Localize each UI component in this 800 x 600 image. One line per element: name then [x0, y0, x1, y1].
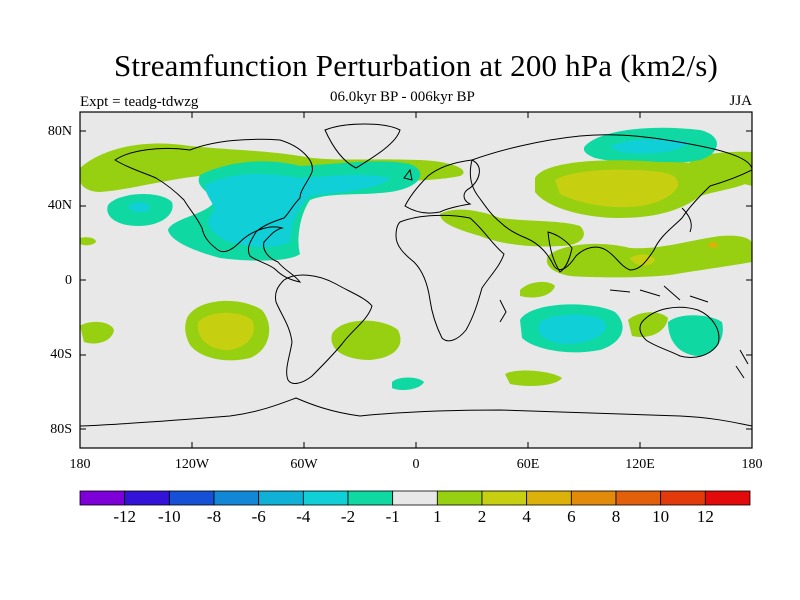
colorbar-label: 4	[522, 507, 531, 526]
lon-label-60w: 60W	[290, 457, 318, 472]
coastline-madagascar	[499, 299, 507, 323]
contour-neg-north-america-core	[205, 174, 390, 248]
colorbar-label: -12	[113, 507, 136, 526]
lon-label-60e: 60E	[516, 457, 540, 472]
colorbar-box	[302, 490, 349, 506]
colorbar-box	[347, 490, 394, 506]
coastline-asia	[469, 134, 752, 271]
colorbar-label: 1	[433, 507, 442, 526]
colorbar-label: -8	[206, 507, 222, 526]
lon-label-120w: 120W	[174, 457, 210, 472]
coastline-uk	[403, 168, 413, 181]
coastline-australia	[639, 306, 720, 358]
lon-label-180e: 180	[741, 457, 763, 472]
colorbar-label: -10	[157, 507, 181, 526]
contour-neg-east-australia	[668, 315, 723, 356]
colorbar-box	[392, 490, 438, 506]
colorbar-label: -1	[385, 507, 400, 526]
colorbar-box	[213, 490, 260, 506]
coastline-europe	[404, 159, 480, 214]
coastline-japan	[681, 207, 692, 233]
coastline-new-zealand	[735, 349, 749, 379]
lat-label-40s: 40S	[50, 347, 72, 362]
lat-label-40n: 40N	[47, 198, 72, 213]
map-ticks	[80, 112, 752, 448]
colorbar-box	[526, 490, 572, 506]
contour-neg-central-pacific-core	[128, 202, 150, 213]
colorbar-box	[168, 490, 215, 506]
lat-label-eq: 0	[65, 273, 72, 288]
colorbar-box	[79, 490, 126, 506]
colorbar-box	[570, 490, 617, 506]
colorbar-label: 8	[611, 507, 621, 526]
contour-neg-southern-ocean	[392, 377, 424, 390]
colorbar-label: 2	[477, 507, 487, 526]
colorbar-label: 6	[567, 507, 576, 526]
coastlines	[80, 123, 752, 427]
contour-pos-south-pacific-core	[197, 312, 254, 350]
coastline-indonesia	[609, 285, 709, 303]
season-label: JJA	[729, 93, 752, 109]
colorbar-box	[660, 490, 706, 506]
coastline-india	[547, 231, 573, 273]
colorbar	[79, 490, 751, 506]
contour-pos-middle-east	[440, 209, 584, 247]
colorbar-box	[704, 490, 751, 506]
colorbar-label: -4	[296, 507, 311, 526]
contour-pos-west-pacific-core2	[708, 242, 718, 248]
coastline-greenland	[324, 123, 401, 169]
coastline-north-america	[114, 138, 313, 283]
contour-neg-south-indian-core	[538, 314, 606, 344]
colorbar-box	[124, 490, 170, 506]
lat-label-80n: 80N	[47, 124, 72, 139]
coastline-africa	[395, 214, 505, 342]
plot-subtitle: 06.0kyr BP - 006kyr BP	[330, 89, 475, 105]
colorbar-box	[481, 490, 528, 506]
coastline-antarctica	[80, 397, 752, 427]
contour-pos-dateline-south	[80, 321, 114, 344]
coastline-south-america	[275, 274, 373, 384]
colorbar-label: -6	[251, 507, 266, 526]
lon-label-120e: 120E	[625, 457, 655, 472]
contour-pos-southern-ocean	[505, 370, 562, 386]
colorbar-box	[258, 490, 304, 506]
contour-neg-siberia-arctic-core	[610, 138, 690, 154]
experiment-label: Expt = teadg-tdwzg	[80, 94, 199, 110]
plot-title: Streamfunction Perturbation at 200 hPa (…	[113, 48, 719, 83]
lon-label-180w: 180	[69, 457, 91, 472]
contour-pos-south-atlantic	[331, 320, 401, 360]
contour-pos-west-australia	[628, 312, 668, 338]
colorbar-label: 10	[652, 507, 670, 526]
contour-pos-central-asia-core	[555, 169, 679, 208]
colorbar-label: -2	[340, 507, 356, 526]
lon-label-0: 0	[412, 457, 420, 472]
lat-label-80s: 80S	[50, 422, 72, 437]
contour-pos-tropical-atlantic	[520, 281, 555, 298]
contour-pos-dateline-west	[80, 237, 96, 246]
colorbar-box	[615, 490, 662, 506]
colorbar-box	[436, 490, 483, 506]
colorbar-label: 12	[696, 507, 714, 526]
